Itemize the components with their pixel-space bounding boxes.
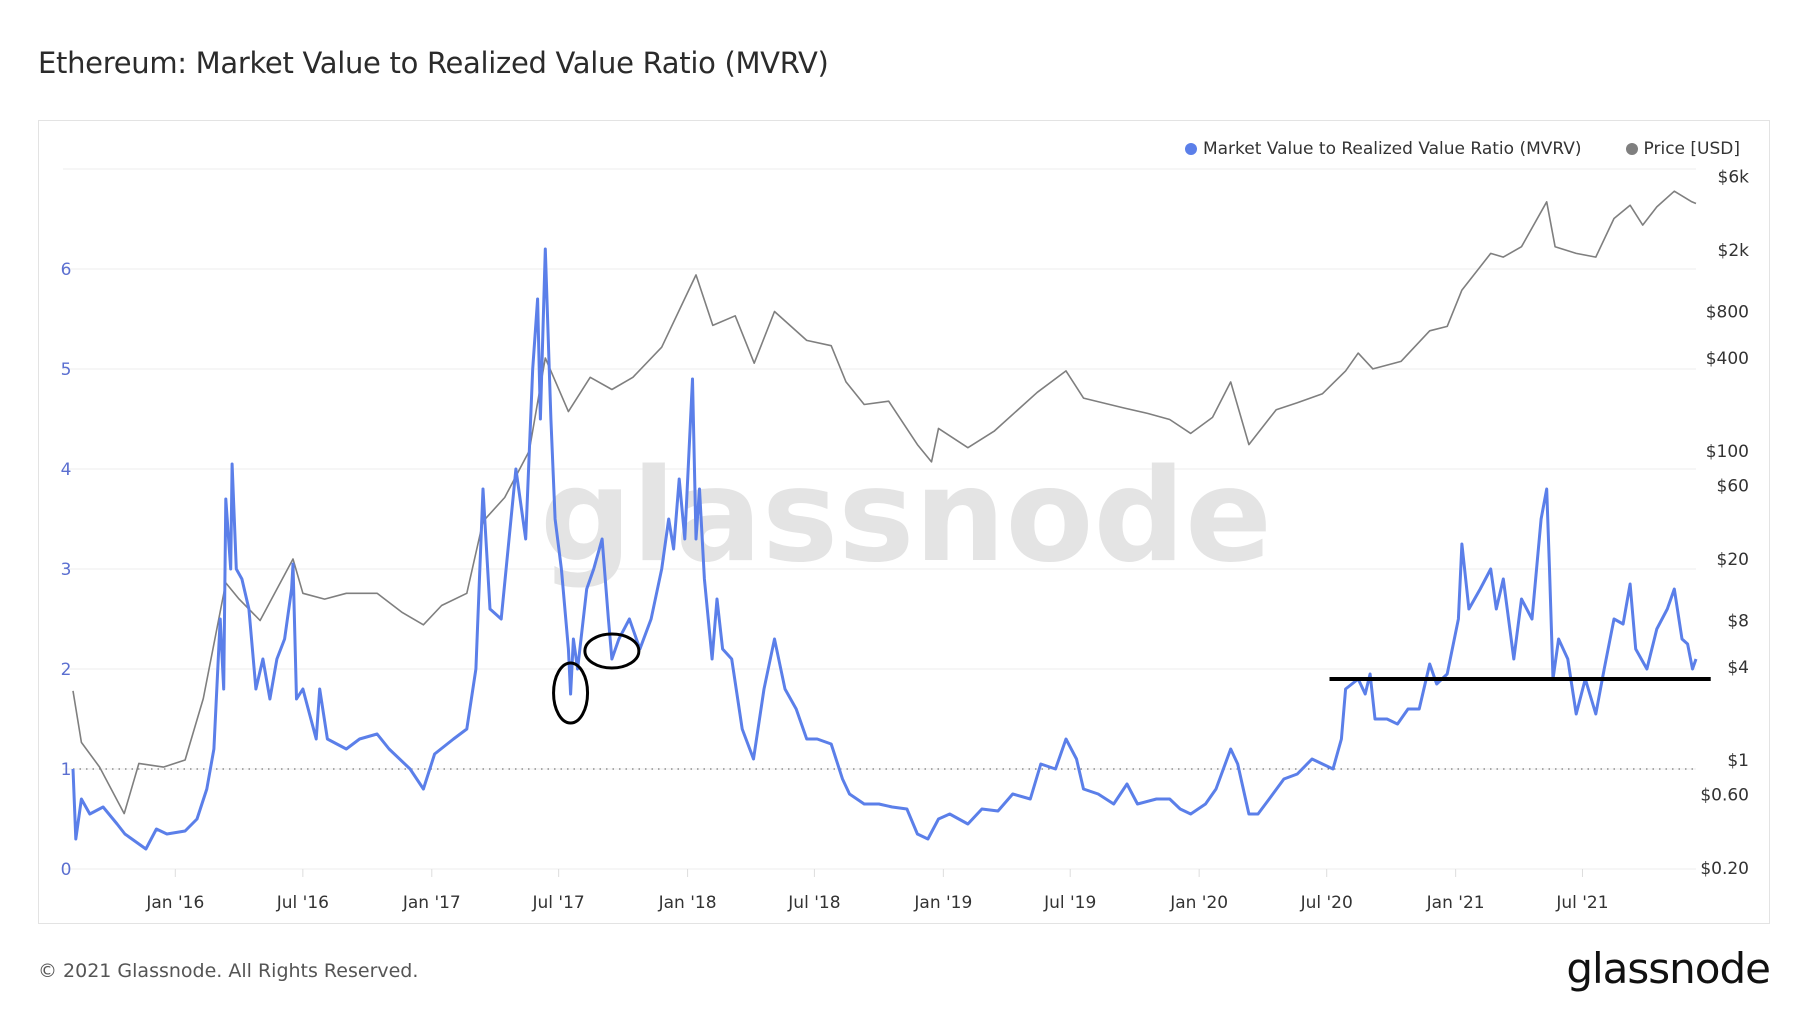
y-right-tick-label: $1 bbox=[1727, 751, 1749, 771]
y-left-tick-label: 4 bbox=[61, 460, 72, 480]
y-left-tick-label: 3 bbox=[61, 560, 72, 580]
annotation-ellipse bbox=[583, 632, 641, 670]
y-left-tick-label: 5 bbox=[61, 360, 72, 380]
y-right-tick-label: $60 bbox=[1717, 476, 1749, 496]
price-line bbox=[72, 190, 1697, 815]
y-axis-right: $6k $2k $800 $400 $100 $60 $20 $8 $4 $1 $0.60 $0.20 bbox=[1700, 167, 1749, 879]
x-tick-label: Jan '21 bbox=[1426, 893, 1485, 913]
y-right-tick-label: $0.60 bbox=[1700, 785, 1749, 805]
y-left-tick-label: 1 bbox=[61, 760, 72, 780]
y-right-tick-label: $6k bbox=[1718, 167, 1750, 187]
y-right-tick-label: $800 bbox=[1706, 302, 1749, 322]
x-tick-label: Jan '16 bbox=[145, 893, 204, 913]
series-lines bbox=[71, 190, 1698, 851]
legend-label-price: Price [USD] bbox=[1643, 139, 1740, 159]
x-tick-label: Jan '20 bbox=[1169, 893, 1228, 913]
x-tick-label: Jul '16 bbox=[276, 893, 329, 913]
y-right-tick-label: $0.20 bbox=[1700, 859, 1749, 879]
y-left-tick-label: 0 bbox=[61, 860, 72, 880]
x-tick-label: Jan '18 bbox=[658, 893, 717, 913]
x-tick-label: Jul '21 bbox=[1555, 893, 1608, 913]
y-right-tick-label: $400 bbox=[1706, 349, 1749, 369]
legend-label-mvrv: Market Value to Realized Value Ratio (MV… bbox=[1202, 139, 1582, 159]
x-tick-label: Jul '17 bbox=[532, 893, 585, 913]
gridlines bbox=[63, 168, 1696, 870]
y-right-tick-label: $2k bbox=[1718, 241, 1750, 261]
legend-item-price[interactable]: Price [USD] bbox=[1625, 139, 1740, 159]
legend-dot-mvrv-icon bbox=[1184, 143, 1197, 155]
x-tick-label: Jan '19 bbox=[913, 893, 972, 913]
annotations bbox=[552, 632, 1711, 725]
glassnode-logo[interactable]: glassnode bbox=[1566, 944, 1771, 993]
chart-title: Ethereum: Market Value to Realized Value… bbox=[38, 46, 829, 80]
x-tick-label: Jul '20 bbox=[1300, 893, 1353, 913]
y-left-tick-label: 2 bbox=[61, 660, 72, 680]
y-right-tick-label: $20 bbox=[1717, 550, 1749, 570]
y-left-tick-label: 6 bbox=[61, 260, 72, 280]
legend-item-mvrv[interactable]: Market Value to Realized Value Ratio (MV… bbox=[1184, 139, 1582, 159]
watermark: glassnode bbox=[540, 442, 1272, 591]
y-right-tick-label: $4 bbox=[1727, 658, 1749, 678]
legend: Market Value to Realized Value Ratio (MV… bbox=[1184, 139, 1740, 159]
x-tick-label: Jul '19 bbox=[1043, 893, 1096, 913]
y-axis-left: 0 1 2 3 4 5 6 bbox=[61, 260, 72, 880]
x-tick-label: Jan '17 bbox=[402, 893, 461, 913]
y-right-tick-label: $8 bbox=[1727, 611, 1749, 631]
y-right-tick-label: $100 bbox=[1706, 442, 1749, 462]
annotation-ellipse bbox=[552, 661, 590, 725]
chart-frame bbox=[38, 120, 1770, 924]
legend-dot-price-icon bbox=[1625, 143, 1638, 155]
x-axis: Jan '16 Jul '16 Jan '17 Jul '17 Jan '18 Jul '… bbox=[145, 869, 1609, 913]
copyright: © 2021 Glassnode. All Rights Reserved. bbox=[38, 960, 419, 982]
mvrv-line bbox=[71, 247, 1698, 851]
x-tick-label: Jul '18 bbox=[787, 893, 840, 913]
